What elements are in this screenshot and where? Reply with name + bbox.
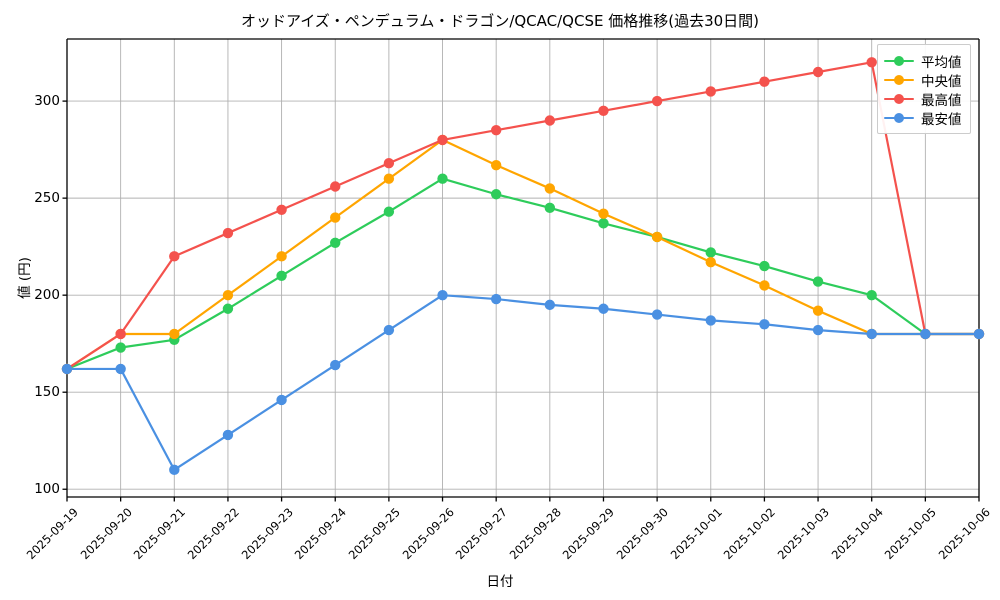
series-3 (61, 289, 985, 476)
x-axis-label: 日付 (486, 574, 514, 590)
legend-label: 中央値 (921, 73, 962, 90)
legend-marker-icon (884, 73, 914, 87)
plot-background (67, 39, 979, 497)
axis-tick-marks (62, 100, 980, 502)
chart-legend: 平均値中央値最高値最安値 (877, 44, 971, 134)
y-tick-label: 100 (34, 481, 60, 498)
legend-marker-icon (884, 92, 914, 106)
legend-item-0[interactable]: 平均値 (884, 51, 962, 71)
legend-label: 平均値 (921, 54, 962, 71)
legend-marker-icon (884, 111, 914, 125)
axis-spines (66, 38, 980, 498)
y-tick-label: 250 (34, 190, 60, 207)
legend-label: 最安値 (921, 111, 962, 128)
legend-label: 最高値 (921, 92, 962, 109)
y-tick-label: 150 (34, 384, 60, 401)
legend-item-1[interactable]: 中央値 (884, 70, 962, 90)
legend-item-2[interactable]: 最高値 (884, 89, 962, 109)
y-tick-label: 300 (34, 93, 60, 110)
chart-title: オッドアイズ・ペンデュラム・ドラゴン/QCAC/QCSE 価格推移(過去30日間… (240, 12, 760, 30)
y-tick-label: 200 (34, 287, 60, 304)
legend-marker-icon (884, 54, 914, 68)
legend-item-3[interactable]: 最安値 (884, 108, 962, 128)
